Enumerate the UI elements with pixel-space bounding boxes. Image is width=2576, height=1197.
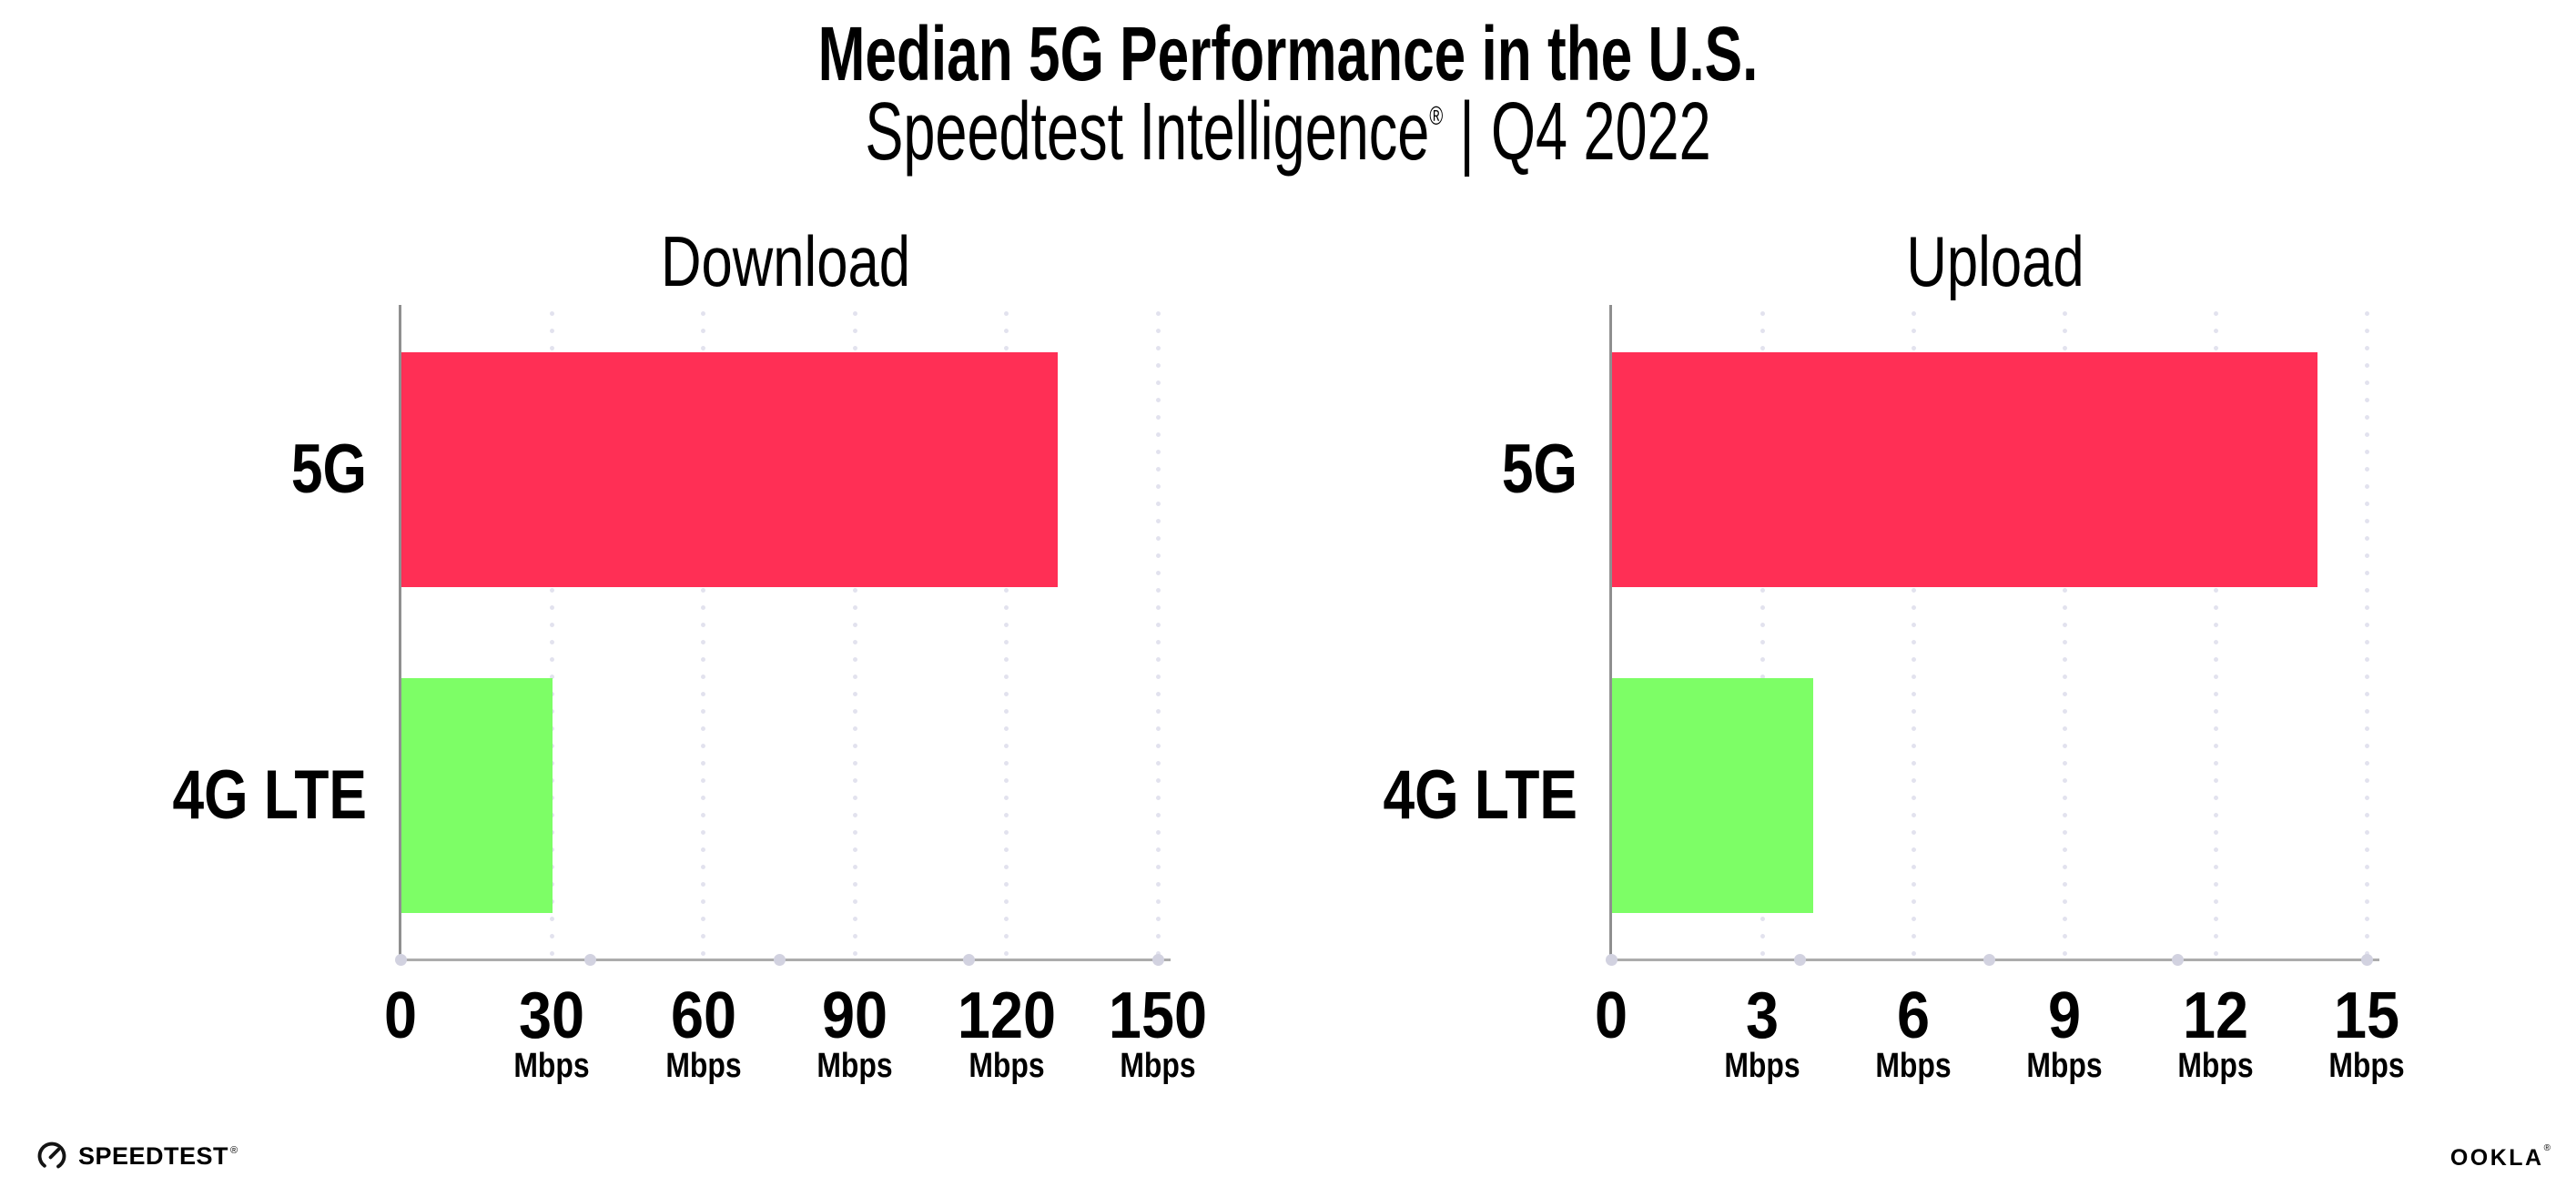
download-tick-unit-label-90: Mbps — [816, 1047, 893, 1085]
upload-bar-5g — [1612, 352, 2317, 587]
subtitle-separator: | — [1459, 86, 1475, 178]
upload-tick-label-12: 12 — [2182, 979, 2249, 1052]
speedtest-registered-icon: ® — [230, 1145, 238, 1156]
download-gridline-60 — [701, 305, 706, 959]
ookla-logo: OOKLA ® — [2449, 1143, 2551, 1171]
upload-gridline-12 — [2213, 305, 2218, 959]
download-axis-tick-dot-0 — [394, 954, 407, 966]
upload-axis-tick-dot-1 — [1794, 954, 1806, 966]
upload-axis-tick-dot-3 — [2172, 954, 2184, 966]
registered-mark-icon: ® — [1429, 101, 1444, 131]
download-tick-unit-label-150: Mbps — [1120, 1047, 1196, 1085]
download-chart-title: Download — [660, 221, 911, 301]
download-axis-tick-dot-3 — [962, 954, 975, 966]
upload-category-label-5g: 5G — [1501, 431, 1577, 508]
ookla-registered-icon: ® — [2543, 1143, 2551, 1153]
download-axis-tick-dot-1 — [583, 954, 596, 966]
download-tick-label-150: 150 — [1108, 979, 1208, 1052]
download-bar-5g — [401, 352, 1058, 587]
download-gridline-90 — [852, 305, 857, 959]
download-gridline-150 — [1155, 305, 1161, 959]
upload-tick-unit-label-15: Mbps — [2328, 1047, 2405, 1085]
upload-category-label-4g-lte: 4G LTE — [1383, 756, 1577, 834]
download-tick-label-120: 120 — [957, 979, 1056, 1052]
download-gridline-30 — [549, 305, 554, 959]
download-tick-unit-label-120: Mbps — [968, 1047, 1045, 1085]
upload-chart-title: Upload — [1906, 221, 2084, 301]
upload-tick-unit-label-3: Mbps — [1724, 1047, 1800, 1085]
download-y-axis-line — [399, 305, 401, 960]
upload-tick-unit-label-6: Mbps — [1875, 1047, 1952, 1085]
download-tick-label-0: 0 — [383, 979, 418, 1052]
upload-gridline-9 — [2062, 305, 2067, 959]
upload-tick-unit-label-12: Mbps — [2177, 1047, 2254, 1085]
download-category-label-5g: 5G — [290, 431, 367, 508]
download-tick-label-60: 60 — [670, 979, 736, 1052]
upload-axis-tick-dot-2 — [1983, 954, 1995, 966]
subtitle-brand: Speedtest Intelligence — [865, 86, 1430, 178]
download-axis-tick-dot-2 — [773, 954, 786, 966]
download-tick-label-30: 30 — [519, 979, 585, 1052]
subtitle-period: Q4 2022 — [1490, 86, 1711, 178]
upload-tick-label-9: 9 — [2047, 979, 2082, 1052]
upload-gridline-6 — [1911, 305, 1916, 959]
upload-gridline-3 — [1760, 305, 1765, 959]
download-tick-unit-label-60: Mbps — [665, 1047, 742, 1085]
upload-axis-tick-dot-4 — [2360, 954, 2373, 966]
speedtest-gauge-icon — [37, 1141, 66, 1171]
upload-tick-label-6: 6 — [1896, 979, 1931, 1052]
upload-tick-label-3: 3 — [1745, 979, 1780, 1052]
speedtest-wordmark: SPEEDTEST — [78, 1141, 229, 1170]
upload-y-axis-line — [1609, 305, 1612, 960]
page-subtitle: Speedtest Intelligence® | Q4 2022 — [387, 91, 2190, 173]
download-tick-unit-label-30: Mbps — [513, 1047, 591, 1085]
download-tick-label-90: 90 — [822, 979, 888, 1052]
download-axis-tick-dot-4 — [1151, 954, 1164, 966]
upload-bar-4g-lte — [1612, 678, 1813, 913]
download-category-label-4g-lte: 4G LTE — [172, 756, 367, 834]
upload-gridline-15 — [2364, 305, 2369, 959]
download-gridline-120 — [1004, 305, 1009, 959]
speedtest-logo: SPEEDTEST ® — [36, 1141, 238, 1172]
download-bar-4g-lte — [401, 678, 553, 913]
upload-tick-unit-label-9: Mbps — [2026, 1047, 2103, 1085]
upload-tick-label-15: 15 — [2333, 979, 2400, 1052]
upload-axis-tick-dot-0 — [1605, 954, 1618, 966]
upload-tick-label-0: 0 — [1594, 979, 1628, 1052]
page-title: Median 5G Performance in the U.S. — [817, 11, 1759, 96]
ookla-wordmark: OOKLA — [2449, 1145, 2544, 1171]
